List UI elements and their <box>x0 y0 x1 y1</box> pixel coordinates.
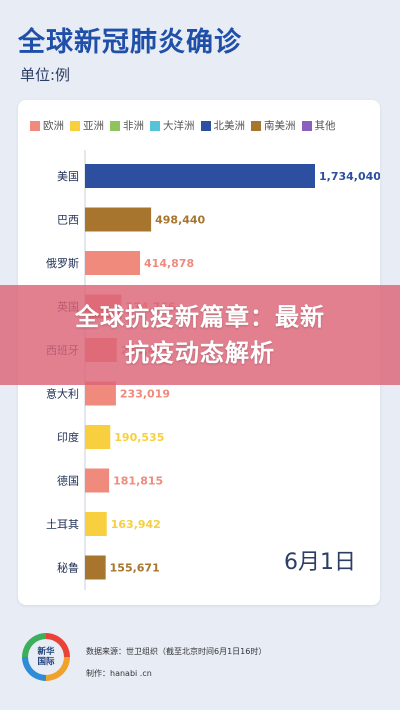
legend-label: 南美洲 <box>264 120 296 132</box>
category-label: 俄罗斯 <box>46 257 79 270</box>
legend-item: 欧洲 <box>30 118 64 133</box>
legend-label: 非洲 <box>123 120 144 132</box>
value-label: 155,671 <box>110 562 160 575</box>
category-label: 意大利 <box>46 387 79 401</box>
legend-label: 其他 <box>314 120 336 132</box>
legend-label: 欧洲 <box>43 120 64 132</box>
bar <box>85 512 107 536</box>
legend-label: 北美洲 <box>213 120 246 132</box>
category-label: 印度 <box>57 430 79 444</box>
legend-item: 大洋洲 <box>150 118 195 133</box>
headline-banner: 全球抗疫新篇章：最新 抗疫动态解析 <box>0 285 400 385</box>
legend-label: 大洋洲 <box>163 120 195 132</box>
value-label: 163,942 <box>111 518 161 531</box>
legend-swatch <box>251 120 261 131</box>
value-label: 233,019 <box>120 388 170 401</box>
legend-swatch <box>150 120 160 131</box>
legend-item: 非洲 <box>110 118 144 133</box>
bar <box>85 251 141 275</box>
legend-item: 南美洲 <box>251 118 296 133</box>
legend-swatch <box>301 120 312 131</box>
legend: 欧洲 亚洲 非洲 大洋洲 北美洲 南美洲 其他 <box>30 118 370 133</box>
bar <box>85 555 106 580</box>
logo-text-2: 国际 <box>37 657 55 667</box>
category-label: 美国 <box>57 170 79 183</box>
chart-title: 全球新冠肺炎确诊 <box>18 27 242 58</box>
bar <box>85 164 315 188</box>
bar <box>85 381 116 406</box>
value-label: 190,535 <box>114 431 164 444</box>
legend-swatch <box>70 120 80 131</box>
legend-swatch <box>200 120 211 131</box>
value-label: 1,734,040 <box>319 170 380 183</box>
category-label: 巴西 <box>57 214 79 227</box>
value-label: 414,878 <box>144 257 194 270</box>
category-label: 德国 <box>57 474 79 488</box>
legend-label: 亚洲 <box>83 120 104 132</box>
category-label: 秘鲁 <box>57 561 79 575</box>
maker-credit: 制作：hanabi .cn <box>86 669 152 678</box>
logo-text-1: 新华 <box>37 647 55 657</box>
bar <box>85 207 152 232</box>
xinhua-logo-icon: 新华 国际 <box>22 633 70 681</box>
bar <box>85 468 110 493</box>
headline-line-1: 全球抗疫新篇章：最新 <box>75 303 325 331</box>
legend-item: 北美洲 <box>200 118 246 133</box>
legend-item: 亚洲 <box>70 118 104 133</box>
headline-line-2: 抗疫动态解析 <box>125 339 275 367</box>
category-label: 土耳其 <box>46 518 79 531</box>
legend-item: 其他 <box>301 118 336 133</box>
footer: 新华 国际 数据来源：世卫组织（截至北京时间6月1日16时） 制作：hanabi… <box>0 615 400 710</box>
legend-swatch <box>110 120 120 131</box>
value-label: 498,440 <box>155 214 205 227</box>
legend-swatch <box>30 120 40 131</box>
bar <box>85 425 111 449</box>
date-label: 6月1日 <box>284 550 356 575</box>
value-label: 181,815 <box>113 475 163 488</box>
data-source: 数据来源：世卫组织（截至北京时间6月1日16时） <box>86 647 267 656</box>
unit-label: 单位:例 <box>20 66 71 84</box>
